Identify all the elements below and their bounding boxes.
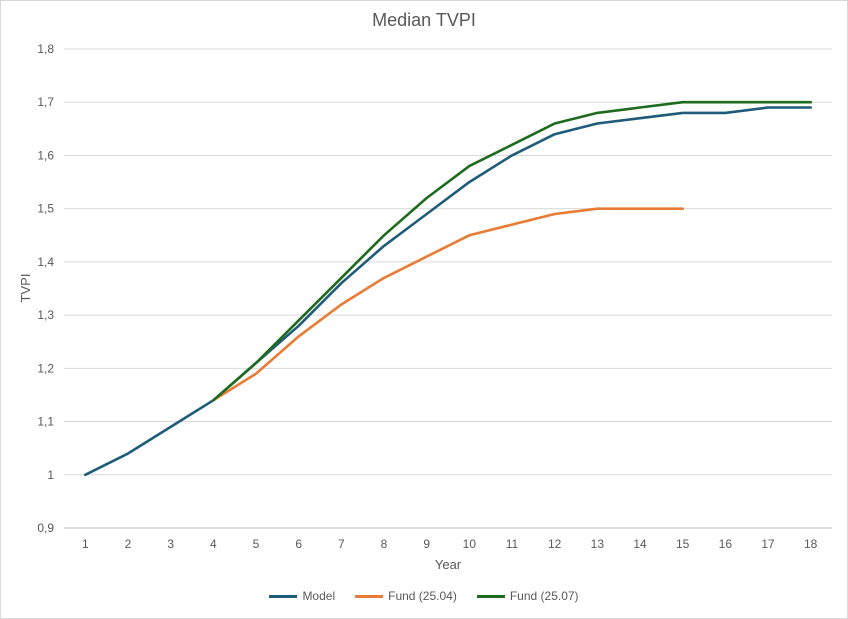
x-tick-label: 18 [804, 537, 818, 551]
legend-item: Fund (25.04) [355, 589, 457, 603]
legend-swatch [476, 594, 505, 598]
legend-item: Model [269, 589, 335, 603]
series-line-1 [84, 106, 813, 477]
legend-swatch [269, 594, 298, 598]
x-tick-label: 2 [125, 537, 132, 551]
x-tick-label: 6 [295, 537, 302, 551]
x-tick-label: 5 [253, 537, 260, 551]
y-tick-label: 1,1 [37, 415, 54, 429]
grid-lines [64, 48, 832, 529]
legend-swatch [355, 594, 384, 598]
legend-label: Model [302, 589, 336, 603]
x-axis-title: Year [435, 557, 462, 572]
x-tick-label: 17 [761, 537, 775, 551]
legend-item: Fund (25.07) [476, 589, 579, 603]
x-tick-label: 7 [338, 537, 345, 551]
x-tick-label: 14 [633, 537, 647, 551]
y-tick-label: 1 [47, 468, 54, 482]
y-tick-label: 0,9 [37, 521, 54, 535]
y-tick-label: 1,8 [37, 42, 54, 56]
y-tick-label: 1,6 [37, 148, 54, 162]
y-tick-label: 1,3 [37, 308, 54, 322]
x-tick-label: 1 [82, 537, 89, 551]
x-axis: 1 2 3 4 5 6 7 8 9 10 11 12 13 14 15 16 17 18 [82, 537, 818, 551]
legend-label: Fund (25.07) [509, 589, 579, 603]
y-tick-label: 1,5 [37, 202, 54, 216]
series-lines [84, 100, 813, 477]
x-tick-label: 3 [167, 537, 174, 551]
y-tick-label: 1,7 [37, 95, 54, 109]
y-axis-title: TVPI [18, 274, 33, 303]
legend: Model Fund (25.04) Fund (25.07) [0, 589, 848, 603]
x-tick-label: 8 [381, 537, 388, 551]
y-tick-label: 1,2 [37, 361, 54, 375]
x-tick-label: 15 [676, 537, 690, 551]
x-tick-label: 11 [506, 537, 519, 551]
y-axis: 0,9 1 1,1 1,2 1,3 1,4 1,5 1,6 1,7 1,8 [37, 42, 54, 535]
x-tick-label: 16 [719, 537, 733, 551]
x-tick-label: 4 [210, 537, 217, 551]
x-tick-label: 12 [548, 537, 562, 551]
legend-label: Fund (25.04) [388, 589, 457, 603]
x-tick-label: 10 [463, 537, 477, 551]
x-tick-label: 13 [591, 537, 605, 551]
series-line-3 [212, 100, 813, 402]
x-tick-label: 9 [423, 537, 430, 551]
y-tick-label: 1,4 [37, 255, 54, 269]
series-line-2 [212, 207, 685, 402]
chart-title: Median TVPI [372, 10, 476, 30]
